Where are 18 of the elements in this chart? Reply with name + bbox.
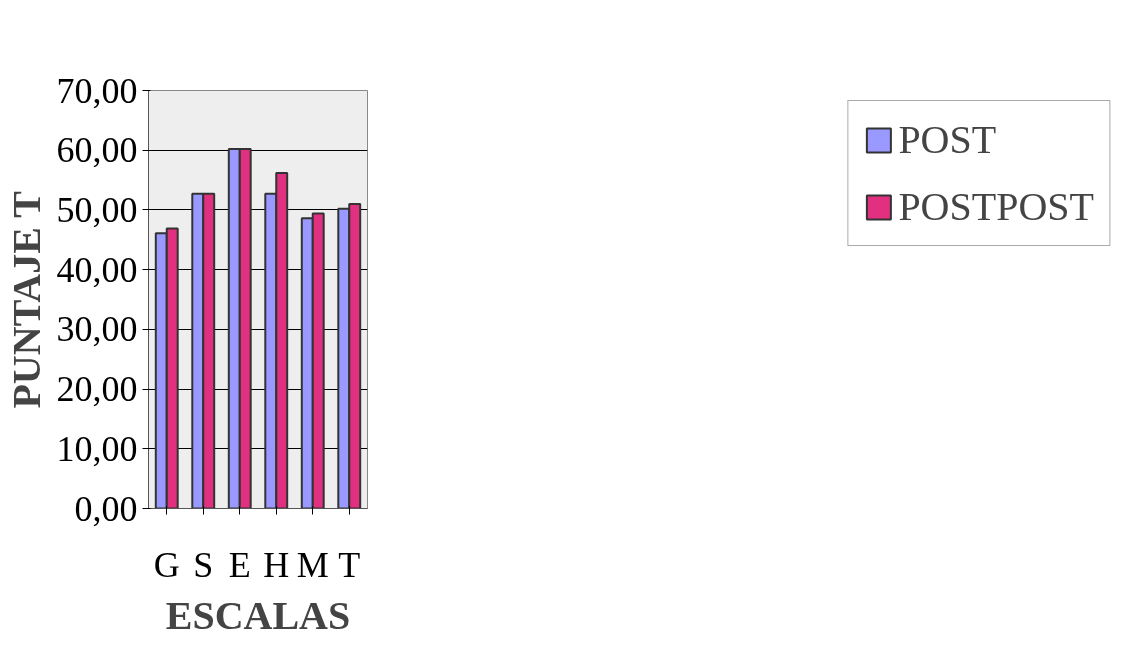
x-tick-label: E [228, 544, 251, 585]
y-tick-label: 60,00 [56, 130, 138, 171]
y-tick-label: 70,00 [56, 70, 138, 111]
legend-label: POSTPOST [898, 183, 1094, 230]
y-tick-label: 0,00 [74, 488, 138, 529]
y-tick-label: 50,00 [56, 189, 138, 230]
x-tick-label: H [263, 544, 290, 585]
y-tick-label: 30,00 [56, 309, 138, 350]
x-tick-label: T [338, 544, 361, 585]
x-tick-label: G [153, 544, 180, 585]
y-tick-label: 40,00 [56, 249, 138, 290]
legend-label: POST [898, 116, 997, 163]
x-tick-label: M [296, 544, 329, 585]
y-axis-title: PUNTAJE T [3, 190, 49, 409]
y-tick-label: 20,00 [56, 369, 138, 410]
x-axis-title: ESCALAS [165, 592, 351, 638]
y-tick-label: 10,00 [56, 428, 138, 469]
x-tick-label: S [193, 544, 214, 585]
